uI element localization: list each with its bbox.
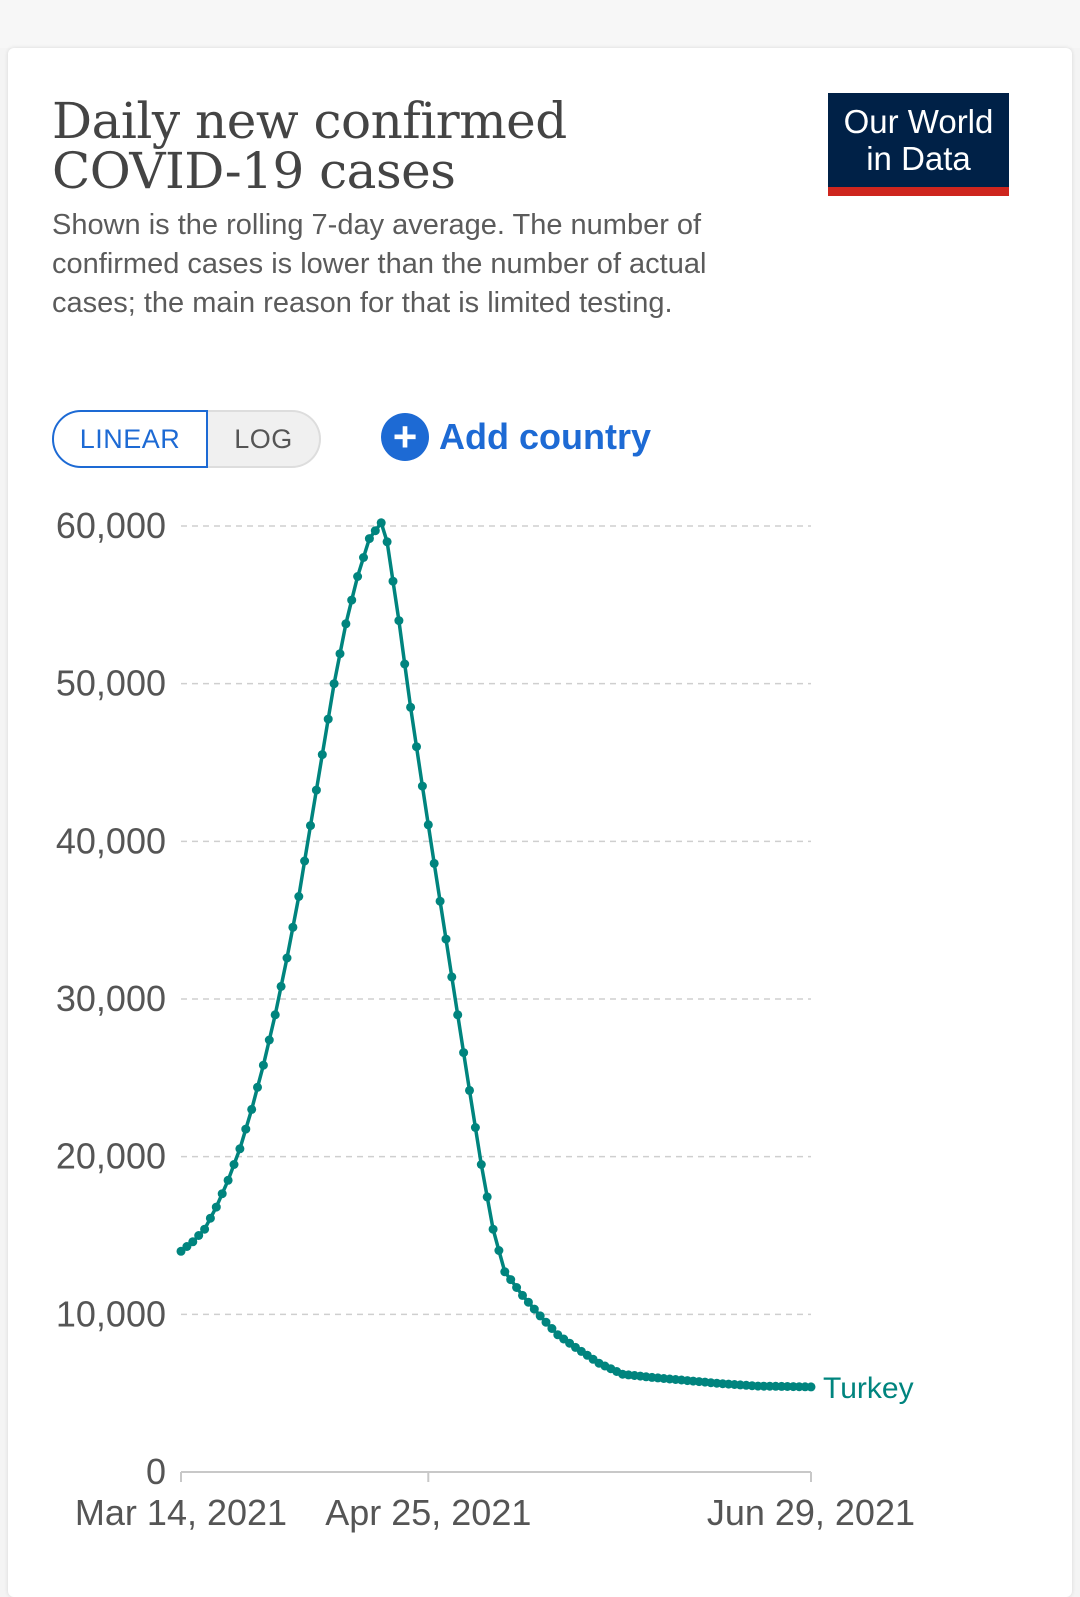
data-point [470,1123,480,1132]
data-point [388,576,398,586]
logo-line-1: Our World [843,103,994,140]
log-scale-button[interactable]: LOG [208,410,321,468]
data-point [229,1160,239,1169]
data-point [494,1246,504,1255]
y-tick-label: 30,000 [56,978,166,1019]
line-chart: 0 10,000 20,000 30,000 40,000 50,000 60,000 Mar… [56,505,915,1533]
data-point [270,1010,280,1020]
data-point [347,595,357,605]
data-point [376,518,386,528]
y-tick-label: 50,000 [56,663,166,704]
data-point [323,714,333,724]
y-tick-label: 60,000 [56,505,166,546]
data-point [264,1035,274,1045]
data-point [417,781,427,791]
data-point [188,1237,198,1247]
logo-line-2: in Data [866,140,971,177]
data-point [423,820,433,830]
y-tick-label: 20,000 [56,1136,166,1177]
data-point [518,1290,527,1300]
data-point [311,785,321,795]
data-point [535,1311,545,1321]
data-point [529,1304,539,1314]
data-point [364,534,374,544]
data-point [488,1224,498,1234]
chart-subtitle: Shown is the rolling 7-day average. The … [52,209,707,319]
add-country-label: Add country [439,416,651,457]
data-point [500,1267,510,1277]
data-point [235,1144,245,1154]
data-point [382,537,392,547]
data-point [329,679,339,689]
y-tick-label: 40,000 [56,820,166,861]
data-point [441,934,451,944]
data-point [412,742,421,752]
data-point [317,750,327,760]
data-point [523,1297,533,1307]
data-point [512,1283,522,1292]
data-point [506,1275,516,1285]
add-country-button[interactable]: + Add country [381,412,651,462]
data-point [465,1085,474,1095]
series-label-turkey: Turkey [823,1372,914,1405]
data-point [294,892,304,901]
data-point [276,981,286,991]
data-point [353,572,363,581]
data-point [453,1010,463,1020]
data-point [223,1175,233,1185]
data-point [459,1048,469,1058]
x-tick-label: Mar 14, 2021 [75,1492,287,1533]
data-point [429,858,439,868]
data-point [194,1231,204,1240]
data-point [253,1082,262,1092]
data-point [200,1224,210,1234]
data-point [306,821,315,831]
data-point [435,896,445,906]
data-point [258,1060,268,1070]
page-title: Daily new confirmed COVID-19 cases [52,92,567,200]
data-point [806,1382,816,1392]
data-point [359,553,368,562]
data-point [547,1324,557,1333]
data-point [400,659,410,669]
data-point [300,856,310,866]
owid-logo[interactable]: Our World in Data [828,93,1009,196]
data-point [288,922,298,932]
plus-icon: + [381,413,429,461]
y-tick-label: 0 [146,1451,166,1492]
top-bar [0,0,1080,48]
data-point [394,616,404,626]
data-point [476,1160,486,1169]
data-point [482,1192,492,1202]
linear-scale-button[interactable]: LINEAR [52,410,208,468]
chart-card [8,48,1072,1597]
data-point [541,1317,551,1327]
data-point [205,1213,215,1223]
y-tick-label: 10,000 [56,1293,166,1334]
data-point [211,1202,221,1212]
data-point [241,1124,251,1134]
series-line-turkey [179,521,812,1389]
data-point [247,1104,257,1114]
data-point [341,619,351,629]
data-point [406,702,416,712]
data-point [335,649,345,659]
x-tick-label: Apr 25, 2021 [325,1492,531,1533]
scale-toggle: LINEAR LOG [52,410,321,468]
data-point [370,526,380,536]
data-point [282,953,292,963]
x-tick-label: Jun 29, 2021 [707,1492,915,1533]
data-point [447,972,457,982]
data-point [217,1189,227,1199]
